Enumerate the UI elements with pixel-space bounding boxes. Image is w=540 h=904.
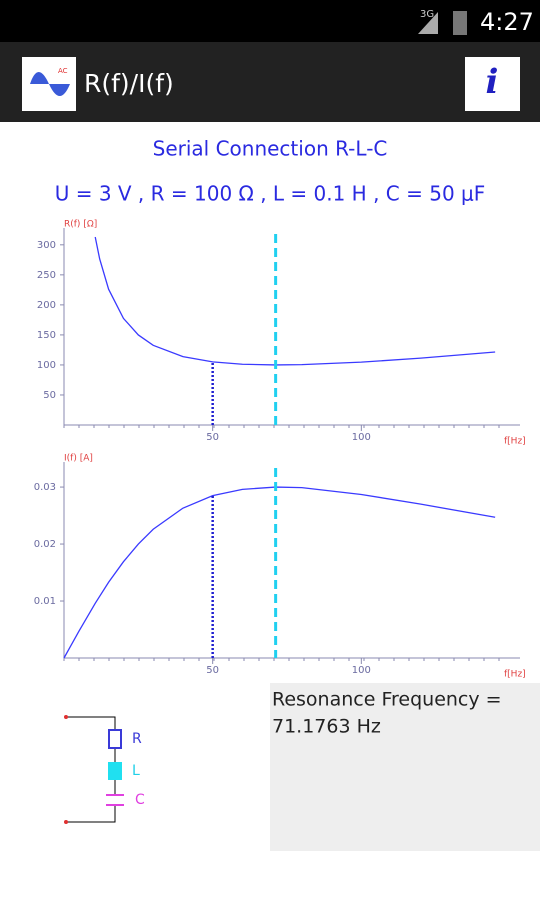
- y-tick-label: 0.02: [34, 539, 56, 550]
- axes: [63, 462, 520, 659]
- terminal: [64, 715, 68, 719]
- app-bar: [0, 42, 540, 122]
- result-box: [270, 683, 540, 851]
- wire: [66, 716, 116, 823]
- y-axis-label: I(f) [A]: [64, 454, 93, 464]
- capacitor: [106, 794, 124, 806]
- heading: Serial Connection R-L-C: [153, 137, 388, 161]
- network: 3G: [420, 9, 434, 20]
- app-title: R(f)/I(f): [84, 69, 174, 98]
- y-tick-label: 50: [43, 390, 56, 401]
- inductor: [108, 762, 122, 780]
- x-tick-label: 50: [206, 432, 219, 443]
- y-tick-label: 0.01: [34, 596, 56, 607]
- terminal: [64, 820, 68, 824]
- resistor: [108, 729, 122, 749]
- battery-icon: [453, 11, 467, 35]
- y-axis-label: R(f) [Ω]: [64, 220, 97, 230]
- curve: [63, 486, 496, 659]
- c-label: C: [135, 792, 145, 808]
- clock: 4:27: [480, 8, 534, 36]
- x-tick-label: 100: [352, 665, 371, 676]
- y-tick-label: 150: [37, 330, 56, 341]
- axes: [63, 228, 520, 426]
- x-tick-label: 100: [352, 432, 371, 443]
- y-tick-label: 300: [37, 240, 56, 251]
- x-axis-label: f[Hz]: [504, 670, 526, 680]
- info-label: i: [486, 62, 499, 102]
- l-label: L: [132, 763, 140, 779]
- app-icon-label: AC: [58, 67, 68, 75]
- x-axis-label: f[Hz]: [504, 437, 526, 447]
- y-tick-label: 200: [37, 300, 56, 311]
- y-tick-label: 250: [37, 270, 56, 281]
- y-tick-label: 100: [37, 360, 56, 371]
- y-tick-label: 0.03: [34, 482, 56, 493]
- info-button[interactable]: [465, 57, 520, 111]
- result-line: Resonance Frequency =: [272, 689, 502, 711]
- x-tick-label: 50: [206, 665, 219, 676]
- parameters: U = 3 V , R = 100 Ω , L = 0.1 H , C = 50…: [55, 182, 486, 206]
- circuit: R L C: [64, 715, 145, 824]
- curve: [94, 236, 496, 366]
- result-value: 71.1763 Hz: [272, 716, 381, 738]
- signal-icon: [418, 12, 438, 34]
- app-icon-wave: [30, 72, 70, 96]
- status-bar: [0, 0, 540, 42]
- r-label: R: [132, 731, 142, 747]
